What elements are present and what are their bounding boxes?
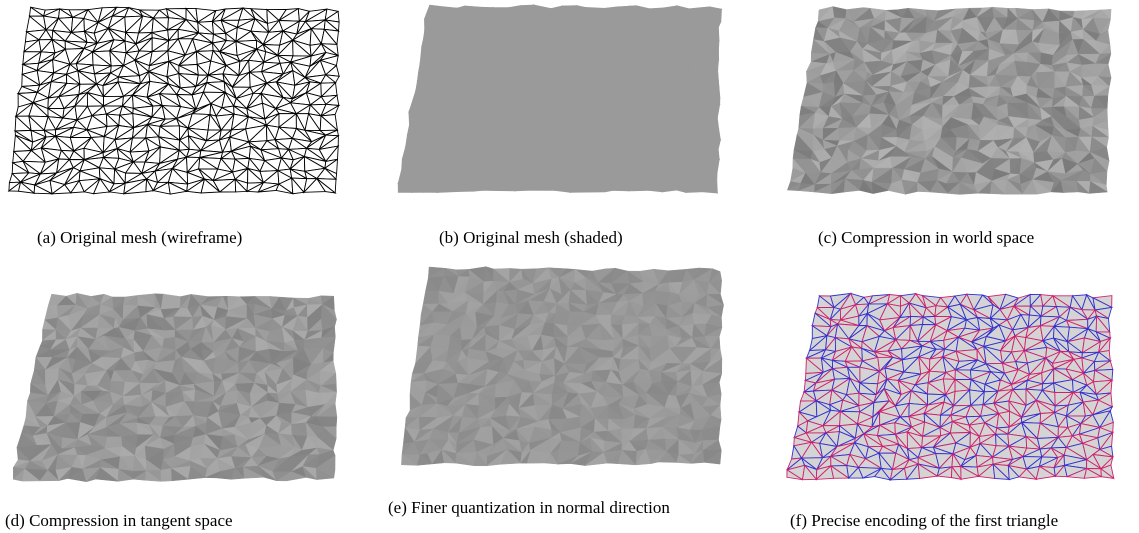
mesh-image (787, 293, 1114, 480)
mesh-image (787, 7, 1111, 195)
mesh-image (398, 5, 721, 193)
caption: (a) Original mesh (wireframe) (37, 228, 242, 247)
mesh-image (401, 267, 723, 466)
mesh-image (13, 293, 337, 481)
mesh-image (9, 7, 339, 194)
figure: (a) Original mesh (wireframe) (b) Origin… (0, 0, 1139, 533)
caption: (d) Compression in tangent space (5, 511, 233, 530)
caption: (b) Original mesh (shaded) (439, 228, 623, 247)
caption: (c) Compression in world space (818, 228, 1034, 247)
caption: (e) Finer quantization in normal directi… (388, 498, 738, 517)
caption: (f) Precise encoding of the first triang… (790, 511, 1058, 530)
mesh-images (0, 0, 1139, 533)
